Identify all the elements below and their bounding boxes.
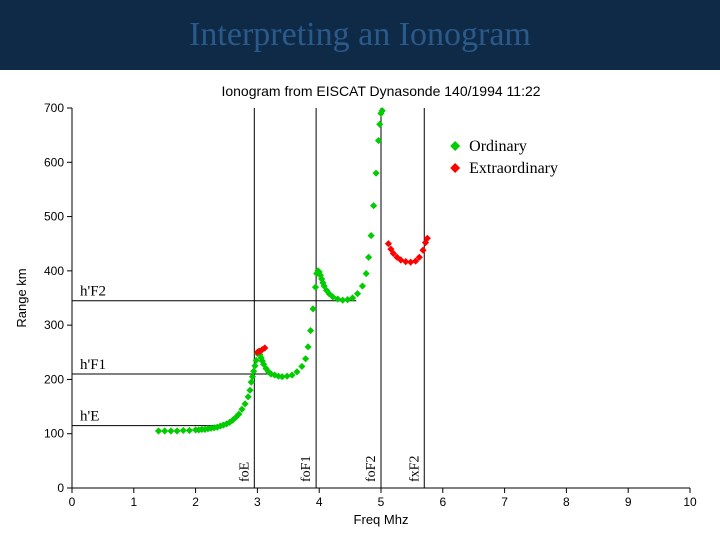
chart-svg: 0123456789100100200300400500600700Freq M…	[10, 80, 710, 530]
title-bar: Interpreting an Ionogram	[0, 0, 720, 70]
chart-title: Ionogram from EISCAT Dynasonde 140/1994 …	[221, 83, 540, 99]
y-tick-label: 500	[44, 210, 64, 224]
x-tick-label: 3	[254, 495, 261, 509]
h-annotation-label: h'F2	[80, 284, 106, 300]
y-tick-label: 100	[44, 427, 64, 441]
y-tick-label: 400	[44, 264, 64, 278]
x-tick-label: 9	[625, 495, 632, 509]
v-annotation-label: foF1	[299, 456, 314, 482]
y-axis-label: Range km	[14, 268, 29, 327]
h-annotation-label: h'F1	[80, 357, 106, 373]
slide: Interpreting an Ionogram 012345678910010…	[0, 0, 720, 540]
v-annotation-label: foE	[237, 462, 252, 482]
x-tick-label: 2	[192, 495, 199, 509]
x-tick-label: 4	[316, 495, 323, 509]
y-tick-label: 700	[44, 101, 64, 115]
x-tick-label: 0	[69, 495, 76, 509]
x-tick-label: 10	[683, 495, 697, 509]
y-tick-label: 600	[44, 155, 64, 169]
v-annotation-label: fxF2	[407, 456, 422, 482]
legend-label: Extraordinary	[469, 160, 558, 177]
h-annotation-label: h'E	[80, 409, 99, 425]
legend-label: Ordinary	[469, 138, 527, 155]
y-tick-label: 300	[44, 318, 64, 332]
chart-bg	[10, 80, 710, 530]
x-tick-label: 8	[563, 495, 570, 509]
v-annotation-label: foF2	[364, 456, 379, 482]
x-tick-label: 5	[378, 495, 385, 509]
y-tick-label: 200	[44, 372, 64, 386]
x-tick-label: 1	[130, 495, 137, 509]
x-tick-label: 6	[439, 495, 446, 509]
x-tick-label: 7	[501, 495, 508, 509]
slide-title: Interpreting an Ionogram	[189, 16, 531, 54]
x-axis-label: Freq Mhz	[354, 512, 409, 527]
y-tick-label: 0	[57, 481, 64, 495]
ionogram-chart: 0123456789100100200300400500600700Freq M…	[10, 80, 710, 530]
